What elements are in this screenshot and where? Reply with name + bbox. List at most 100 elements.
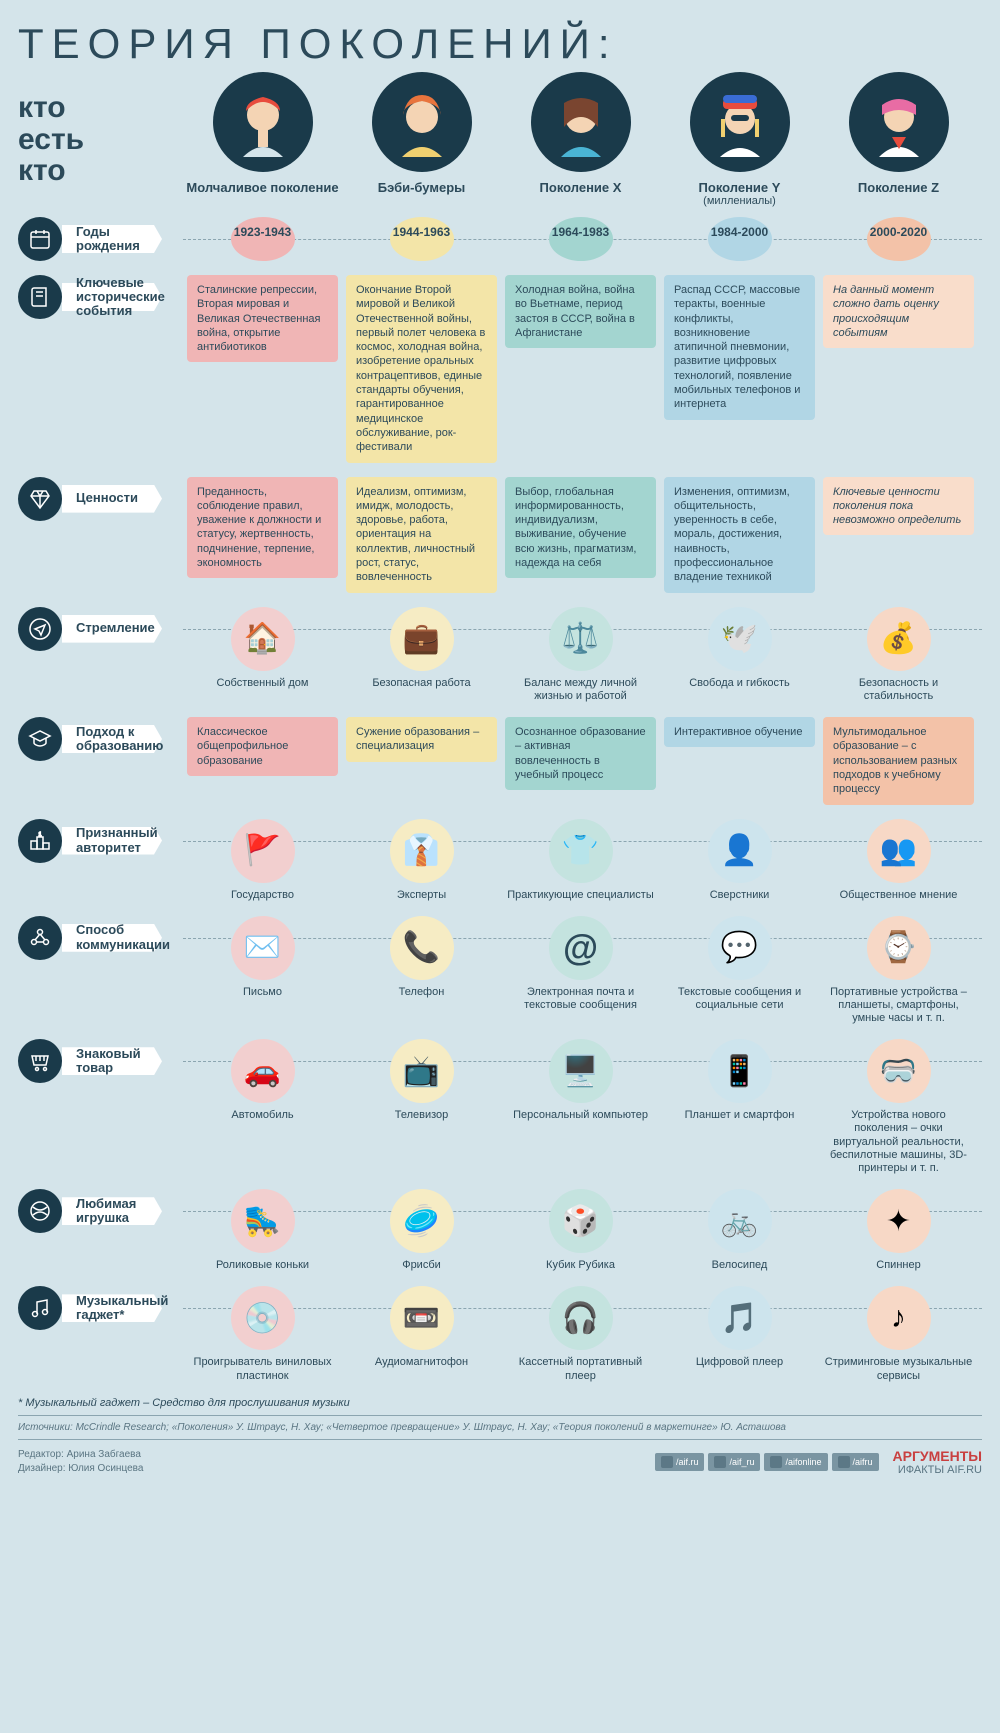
header-row: кто есть кто Молчаливое поколение Бэби-б… bbox=[18, 72, 982, 207]
footer: Редактор: Арина Забгаева Дизайнер: Юлия … bbox=[18, 1448, 982, 1476]
communication-icon-1: 📞 bbox=[390, 916, 454, 980]
aspiration-icon-3: 🕊️ bbox=[708, 607, 772, 671]
authority-icon-2: 👕 bbox=[549, 819, 613, 883]
toy-icon-3: 🚲 bbox=[708, 1189, 772, 1253]
send-icon bbox=[18, 607, 62, 651]
values-1: Идеализм, оптимизм, имидж, молодость, зд… bbox=[346, 477, 497, 593]
music-icon bbox=[18, 1286, 62, 1330]
publisher-logo: АРГУМЕНТЫ ИФАКТЫ AIF.RU bbox=[893, 1448, 982, 1476]
cart-icon bbox=[18, 1039, 62, 1083]
gadget-icon-1: 📼 bbox=[390, 1286, 454, 1350]
communication-icon-3: 💬 bbox=[708, 916, 772, 980]
authority-label-4: Общественное мнение bbox=[823, 889, 974, 902]
subtitle-2: есть bbox=[18, 123, 84, 156]
col-head-1: Бэби-бумеры bbox=[342, 72, 501, 207]
toy-label-0: Роликовые коньки bbox=[187, 1259, 338, 1272]
education-2: Осознанное образование – активная вовлеч… bbox=[505, 717, 656, 790]
aspiration-label-4: Безопасность и стабильность bbox=[823, 677, 974, 703]
avatar-4 bbox=[849, 72, 949, 172]
ball-icon bbox=[18, 1189, 62, 1233]
gadget-icon-2: 🎧 bbox=[549, 1286, 613, 1350]
row-label-education: Подход к образованию bbox=[70, 725, 183, 754]
values-3: Изменения, оптимизм, общительность, увер… bbox=[664, 477, 815, 593]
social-3[interactable]: /aifru bbox=[832, 1453, 879, 1471]
toy-icon-0: 🛼 bbox=[231, 1189, 295, 1253]
values-0: Преданность, соблюдение правил, уважение… bbox=[187, 477, 338, 579]
aspiration-icon-1: 💼 bbox=[390, 607, 454, 671]
row-label-toy: Любимая игрушка bbox=[70, 1197, 183, 1226]
book-icon bbox=[18, 275, 62, 319]
row-label-gadget: Музыкальный гаджет* bbox=[70, 1294, 183, 1323]
aspiration-icon-2: ⚖️ bbox=[549, 607, 613, 671]
events-0: Сталинские репрессии, Вторая мировая и В… bbox=[187, 275, 338, 362]
col-name-0: Молчаливое поколение bbox=[183, 180, 342, 195]
avatar-0 bbox=[213, 72, 313, 172]
social-0[interactable]: /aif.ru bbox=[655, 1453, 705, 1471]
avatar-2 bbox=[531, 72, 631, 172]
gadget-label-3: Цифровой плеер bbox=[664, 1356, 815, 1369]
row-label-product: Знаковый товар bbox=[70, 1047, 183, 1076]
avatar-3 bbox=[690, 72, 790, 172]
values-2: Выбор, глобальная информированность, инд… bbox=[505, 477, 656, 579]
communication-icon-4: ⌚ bbox=[867, 916, 931, 980]
toy-label-3: Велосипед bbox=[664, 1259, 815, 1272]
communication-icon-2: @ bbox=[549, 916, 613, 980]
education-0: Классическое общепрофильное образование bbox=[187, 717, 338, 776]
events-2: Холодная война, война во Вьетнаме, перио… bbox=[505, 275, 656, 348]
social-2[interactable]: /aifonline bbox=[764, 1453, 827, 1471]
row-communication: Способ коммуникации ✉️ Письмо 📞 Телефон @ Э… bbox=[18, 916, 982, 1026]
toy-label-1: Фрисби bbox=[346, 1259, 497, 1272]
product-label-3: Планшет и смартфон bbox=[664, 1109, 815, 1122]
communication-icon-0: ✉️ bbox=[231, 916, 295, 980]
communication-label-2: Электронная почта и текстовые сообщения bbox=[505, 986, 656, 1012]
communication-label-0: Письмо bbox=[187, 986, 338, 999]
toy-icon-4: ✦ bbox=[867, 1189, 931, 1253]
aspiration-label-0: Собственный дом bbox=[187, 677, 338, 690]
network-icon bbox=[18, 916, 62, 960]
toy-icon-1: 🥏 bbox=[390, 1189, 454, 1253]
social-1[interactable]: /aif_ru bbox=[708, 1453, 760, 1471]
row-label-aspiration: Стремление bbox=[70, 621, 165, 635]
credits-editor: Редактор: Арина Забгаева bbox=[18, 1449, 141, 1460]
row-label-events: Ключевые исторические события bbox=[70, 276, 183, 319]
row-label-communication: Способ коммуникации bbox=[70, 923, 183, 952]
product-label-1: Телевизор bbox=[346, 1109, 497, 1122]
authority-label-1: Эксперты bbox=[346, 889, 497, 902]
year-0: 1923-1943 bbox=[231, 217, 295, 261]
calendar-icon bbox=[18, 217, 62, 261]
main-title: ТЕОРИЯ ПОКОЛЕНИЙ: bbox=[18, 20, 982, 68]
authority-label-2: Практикующие специалисты bbox=[505, 889, 656, 902]
col-head-4: Поколение Z bbox=[819, 72, 978, 207]
communication-label-1: Телефон bbox=[346, 986, 497, 999]
year-3: 1984-2000 bbox=[708, 217, 772, 261]
row-label-values: Ценности bbox=[70, 491, 148, 505]
col-name-3: Поколение Y bbox=[660, 180, 819, 195]
toy-icon-2: 🎲 bbox=[549, 1189, 613, 1253]
socials: /aif.ru /aif_ru /aifonline /aifru АРГУМЕ… bbox=[655, 1448, 982, 1476]
education-4: Мультимодальное образование – с использо… bbox=[823, 717, 974, 804]
toy-label-2: Кубик Рубика bbox=[505, 1259, 656, 1272]
aspiration-label-3: Свобода и гибкость bbox=[664, 677, 815, 690]
product-label-2: Персональный компьютер bbox=[505, 1109, 656, 1122]
product-icon-4: 🥽 bbox=[867, 1039, 931, 1103]
avatar-1 bbox=[372, 72, 472, 172]
year-2: 1964-1983 bbox=[549, 217, 613, 261]
authority-icon-0: 🚩 bbox=[231, 819, 295, 883]
row-label-years: Годы рождения bbox=[70, 225, 183, 254]
gadget-icon-0: 💿 bbox=[231, 1286, 295, 1350]
col-head-0: Молчаливое поколение bbox=[183, 72, 342, 207]
col-sub-3: (миллениалы) bbox=[660, 195, 819, 207]
row-gadget: Музыкальный гаджет* 💿 Проигрыватель винил… bbox=[18, 1286, 982, 1382]
subtitle: кто есть кто bbox=[18, 72, 183, 187]
authority-icon-3: 👤 bbox=[708, 819, 772, 883]
row-education: Подход к образованию Классическое общепр… bbox=[18, 717, 982, 804]
product-label-4: Устройства нового поколения – очки вирту… bbox=[823, 1109, 974, 1175]
authority-icon-4: 👥 bbox=[867, 819, 931, 883]
subtitle-3: кто bbox=[18, 154, 66, 187]
product-icon-2: 🖥️ bbox=[549, 1039, 613, 1103]
events-4: На данный момент сложно дать оценку прои… bbox=[823, 275, 974, 348]
aspiration-label-1: Безопасная работа bbox=[346, 677, 497, 690]
year-1: 1944-1963 bbox=[390, 217, 454, 261]
gadget-label-0: Проигрыватель виниловых пластинок bbox=[187, 1356, 338, 1382]
toy-label-4: Спиннер bbox=[823, 1259, 974, 1272]
